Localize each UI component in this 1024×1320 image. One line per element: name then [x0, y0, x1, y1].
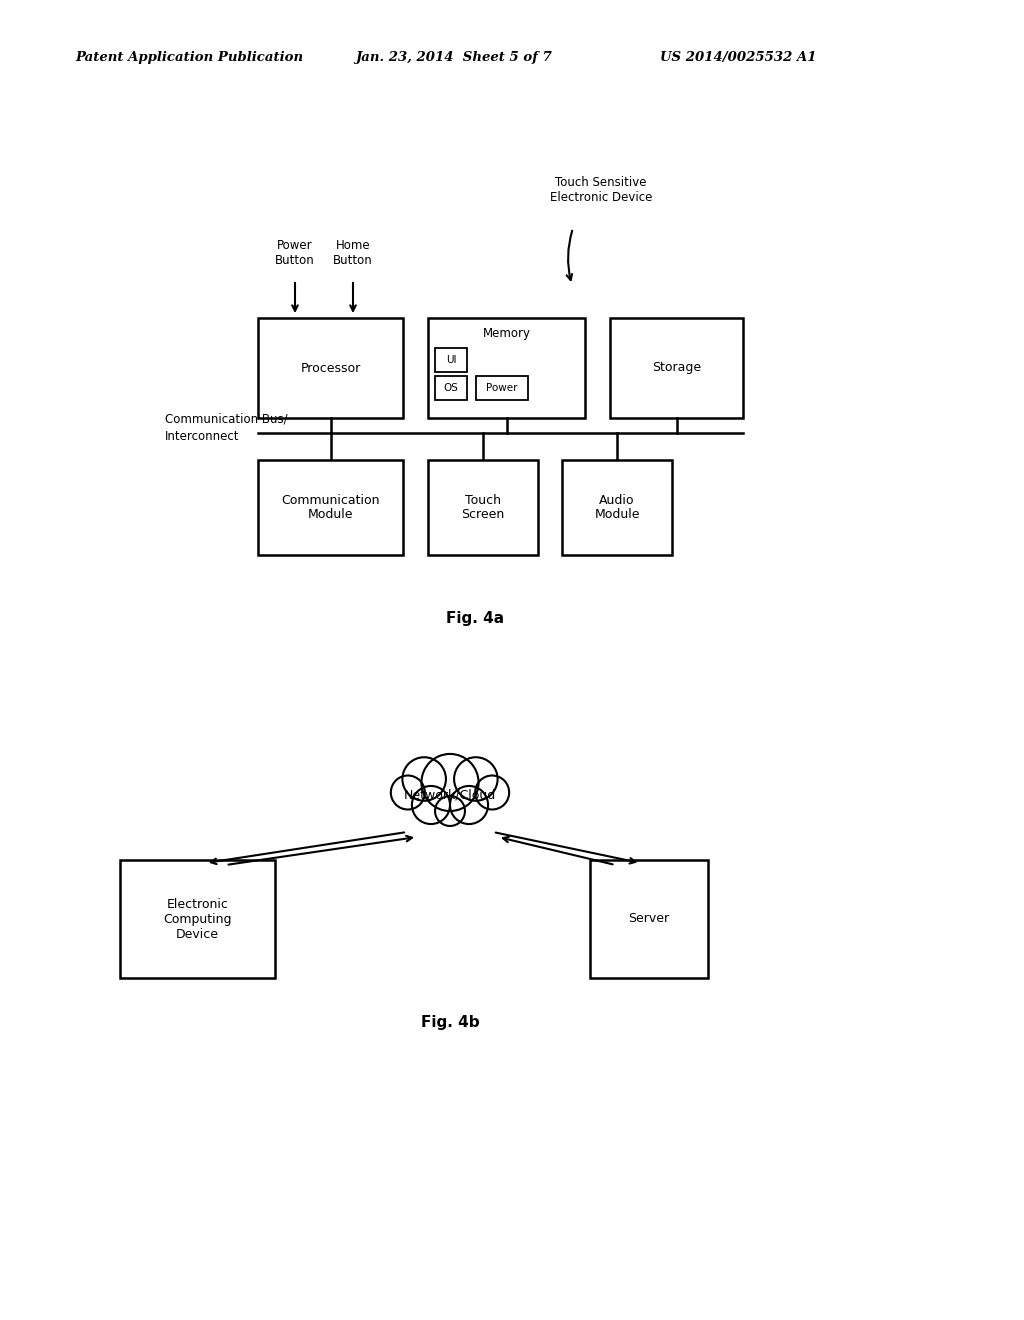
Text: Fig. 4a: Fig. 4a [445, 610, 504, 626]
Text: Server: Server [629, 912, 670, 925]
Circle shape [412, 785, 450, 824]
Text: Home
Button: Home Button [333, 239, 373, 267]
Bar [428, 318, 585, 418]
Bar [120, 861, 275, 978]
Text: Touch
Screen: Touch Screen [462, 494, 505, 521]
Bar [258, 459, 403, 554]
Text: Jan. 23, 2014  Sheet 5 of 7: Jan. 23, 2014 Sheet 5 of 7 [355, 51, 552, 65]
Text: Touch Sensitive
Electronic Device: Touch Sensitive Electronic Device [550, 176, 652, 205]
Text: Network/Cloud: Network/Cloud [403, 788, 496, 801]
Circle shape [450, 785, 488, 824]
Text: Power
Button: Power Button [275, 239, 314, 267]
Bar [476, 376, 528, 400]
Text: Communication Bus/
Interconnect: Communication Bus/ Interconnect [165, 413, 288, 444]
Text: UI: UI [445, 355, 457, 366]
Bar [435, 376, 467, 400]
Text: Electronic
Computing
Device: Electronic Computing Device [163, 898, 231, 940]
Circle shape [391, 776, 425, 809]
Text: Communication
Module: Communication Module [282, 494, 380, 521]
Circle shape [454, 758, 498, 801]
Bar [428, 459, 538, 554]
Text: Processor: Processor [300, 362, 360, 375]
Text: Memory: Memory [482, 327, 530, 341]
Bar [435, 348, 467, 372]
Text: Fig. 4b: Fig. 4b [421, 1015, 479, 1030]
Circle shape [402, 758, 445, 801]
Text: OS: OS [443, 383, 459, 393]
Text: Power: Power [486, 383, 518, 393]
Text: Patent Application Publication: Patent Application Publication [75, 51, 303, 65]
Bar [258, 318, 403, 418]
Text: Storage: Storage [652, 362, 701, 375]
Circle shape [475, 776, 509, 809]
Bar [590, 861, 708, 978]
Circle shape [422, 754, 478, 810]
Bar [562, 459, 672, 554]
Circle shape [435, 796, 465, 826]
Bar [610, 318, 743, 418]
Text: US 2014/0025532 A1: US 2014/0025532 A1 [660, 51, 816, 65]
Text: Audio
Module: Audio Module [594, 494, 640, 521]
